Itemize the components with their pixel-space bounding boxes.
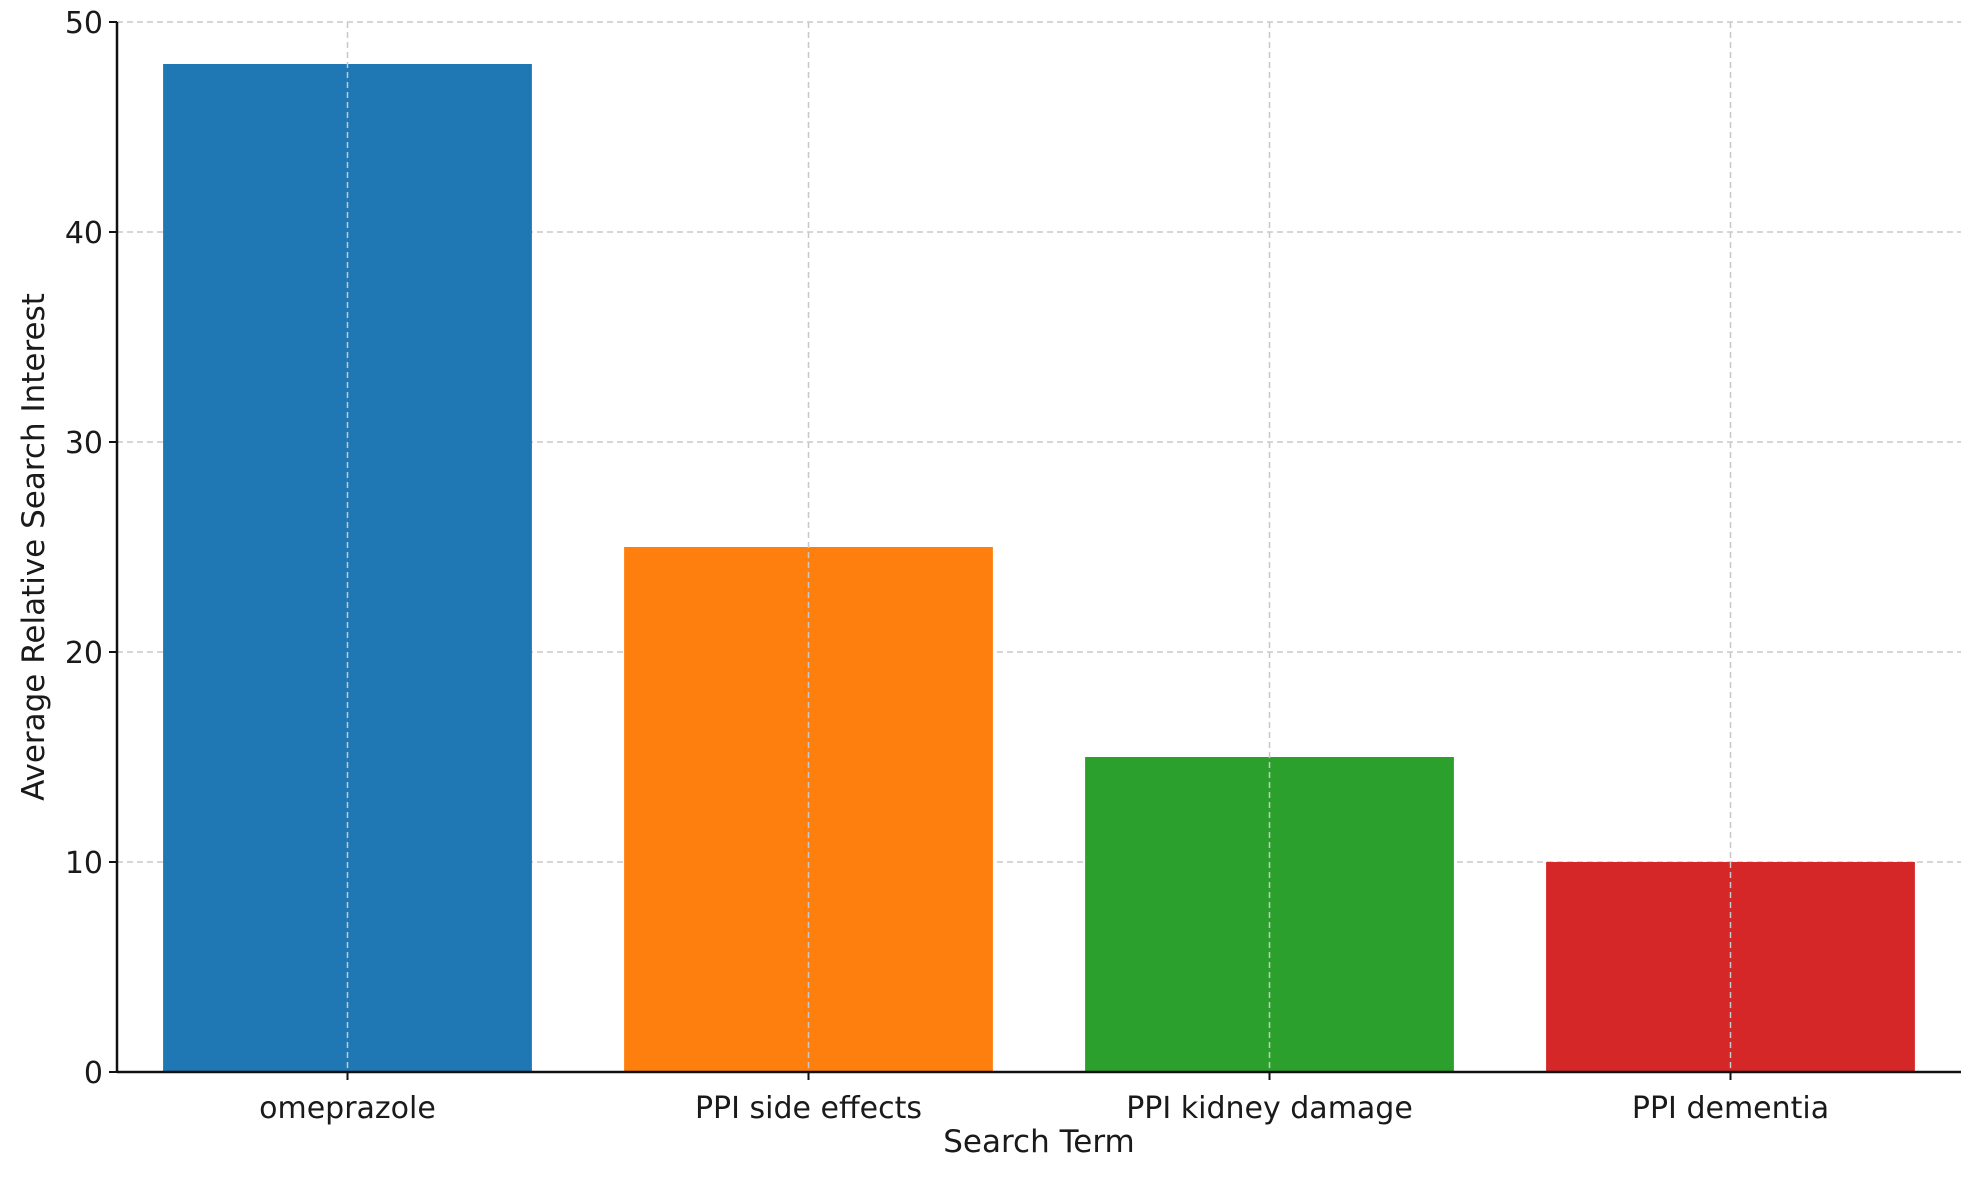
x-tick-label: omeprazole	[259, 1091, 436, 1126]
y-tick-label: 20	[65, 636, 103, 671]
y-tick-label: 50	[65, 6, 103, 41]
bars	[163, 64, 1915, 1072]
x-axis-label: Search Term	[943, 1124, 1135, 1160]
y-axis-label: Average Relative Search Interest	[16, 293, 52, 801]
x-ticks: omeprazole PPI side effects PPI kidney dam…	[259, 1072, 1829, 1126]
axes	[115, 22, 1961, 1074]
y-tick-label: 0	[84, 1056, 103, 1091]
y-tick-label: 40	[65, 216, 103, 251]
x-tick-label: PPI dementia	[1632, 1091, 1829, 1126]
x-tick-label: PPI side effects	[695, 1091, 922, 1126]
y-tick-label: 10	[65, 846, 103, 881]
y-tick-label: 30	[65, 426, 103, 461]
x-tick-label: PPI kidney damage	[1126, 1091, 1413, 1126]
grid	[117, 21, 1961, 863]
y-ticks: 0 10 20 30 40 50	[65, 6, 117, 1091]
vertical-grid	[346, 22, 1732, 1072]
